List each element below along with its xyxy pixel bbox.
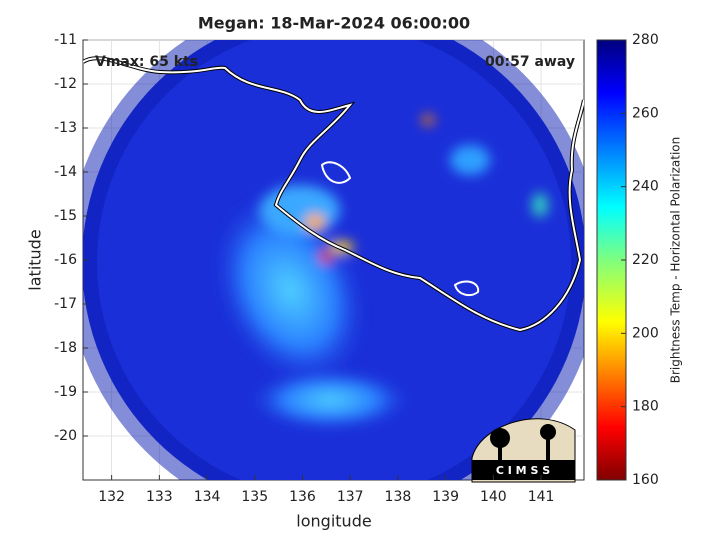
- x-tick-label: 141: [528, 489, 555, 505]
- x-tick-label: 139: [432, 489, 459, 505]
- y-tick-label: -16: [54, 252, 77, 268]
- colorbar-tick-label: 220: [632, 252, 659, 268]
- logo-text: C I M S S: [496, 464, 550, 477]
- x-tick-label: 133: [146, 489, 173, 505]
- annotation: 00:57 away: [485, 54, 575, 70]
- y-tick-label: -13: [54, 120, 77, 136]
- x-tick-label: 132: [98, 489, 125, 505]
- cimss-logo: C I M S S: [471, 418, 576, 483]
- y-axis-label: latitude: [26, 229, 45, 290]
- chart-title: Megan: 18-Mar-2024 06:00:00: [198, 14, 470, 33]
- y-tick-label: -20: [54, 428, 77, 444]
- x-tick-label: 138: [385, 489, 412, 505]
- image-swath: [83, 40, 584, 480]
- y-tick-label: -17: [54, 296, 77, 312]
- x-tick-label: 137: [337, 489, 364, 505]
- x-tick-label: 136: [289, 489, 316, 505]
- x-tick-label: 134: [194, 489, 221, 505]
- colorbar-tick-label: 160: [632, 472, 659, 488]
- y-tick-label: -15: [54, 208, 77, 224]
- annotation: Vmax: 65 kts: [95, 54, 198, 70]
- coastline: [83, 57, 584, 332]
- x-axis-label: longitude: [296, 512, 371, 531]
- colorbar-tick-label: 240: [632, 179, 659, 195]
- colorbar-tick-label: 180: [632, 399, 659, 415]
- colorbar-label: Brightness Temp - Horizontal Polarizatio…: [669, 137, 683, 384]
- colorbar-tick-label: 280: [632, 32, 659, 48]
- x-tick-label: 140: [480, 489, 507, 505]
- colorbar-tick-label: 200: [632, 325, 659, 341]
- colorbar-tick-label: 260: [632, 105, 659, 121]
- y-tick-label: -18: [54, 340, 77, 356]
- y-tick-label: -14: [54, 164, 77, 180]
- y-tick-label: -19: [54, 384, 77, 400]
- y-tick-label: -12: [54, 76, 77, 92]
- x-tick-label: 135: [241, 489, 268, 505]
- y-tick-label: -11: [54, 32, 77, 48]
